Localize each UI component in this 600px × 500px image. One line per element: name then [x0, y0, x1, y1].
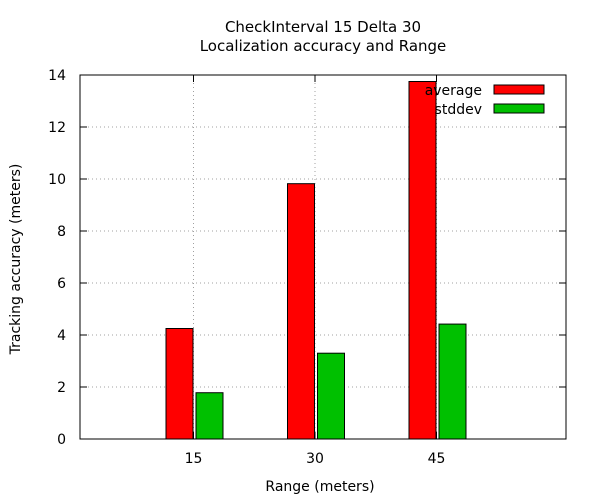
bar-average-15	[165, 328, 194, 440]
x-tick-label-15: 15	[185, 451, 203, 467]
plot-frame	[79, 74, 567, 440]
bar-stddev-30	[317, 352, 345, 440]
y-tick-label-2: 2	[57, 380, 66, 396]
legend-swatch-stddev	[493, 103, 545, 114]
axis-ticks: 0 2 4 6 8 10 12 14 15 30 45	[48, 68, 566, 467]
bar-average-30	[287, 183, 315, 440]
legend-label-stddev: stddev	[435, 102, 482, 118]
legend-label-average: average	[425, 83, 482, 99]
bar-stddev-15	[195, 392, 224, 440]
y-tick-label-8: 8	[57, 224, 66, 240]
y-tick-label-10: 10	[48, 172, 66, 188]
bar-average-45	[408, 81, 437, 440]
x-tick-label-30: 30	[306, 451, 324, 467]
x-axis-label: Range (meters)	[265, 479, 374, 495]
y-axis-label: Tracking accuracy (meters)	[8, 164, 24, 356]
y-tick-label-0: 0	[57, 432, 66, 448]
chart-title: CheckInterval 15 Delta 30	[225, 18, 421, 36]
y-tick-label-4: 4	[57, 328, 66, 344]
bar-stddev-45	[438, 323, 467, 440]
bars	[165, 81, 467, 440]
legend: average stddev	[425, 83, 545, 118]
y-tick-label-6: 6	[57, 276, 66, 292]
legend-swatch-average	[493, 84, 545, 95]
x-tick-label-45: 45	[428, 451, 446, 467]
chart-subtitle: Localization accuracy and Range	[200, 37, 447, 55]
y-tick-label-12: 12	[48, 120, 66, 136]
y-tick-label-14: 14	[48, 68, 66, 84]
